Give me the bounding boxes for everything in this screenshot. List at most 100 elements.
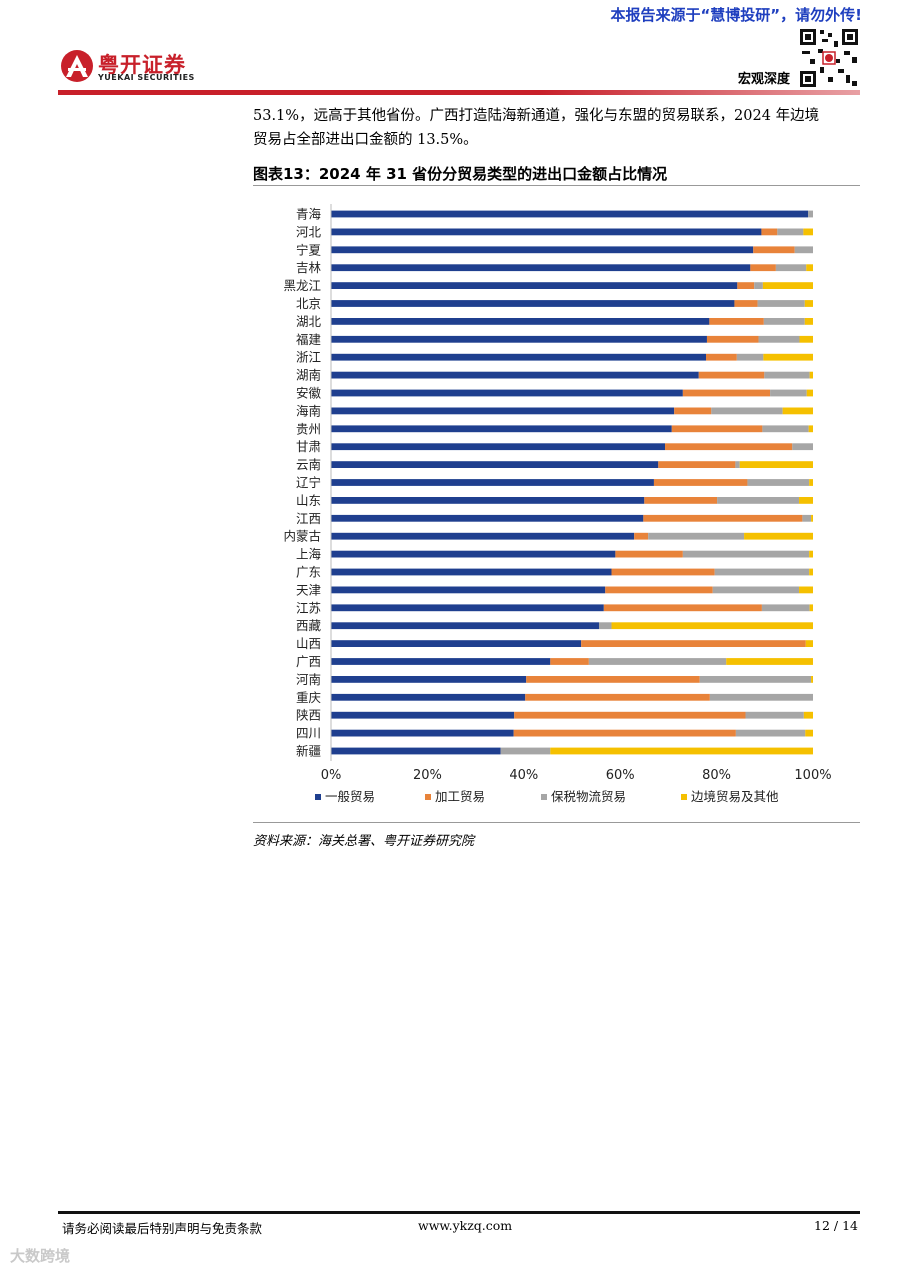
category-label: 青海 (296, 207, 322, 222)
bar-segment (805, 640, 813, 647)
category-label: 陕西 (296, 708, 321, 723)
bar-segment (712, 586, 800, 594)
bar-segment (331, 747, 501, 755)
legend-label: 保税物流贸易 (551, 789, 626, 804)
bar-segment (331, 282, 738, 289)
bar-segment (331, 264, 751, 272)
x-tick-label: 0% (321, 768, 342, 783)
bar-segment (706, 335, 759, 343)
category-label: 北京 (296, 296, 321, 311)
bar-segment (803, 711, 813, 719)
bar-segment (643, 514, 803, 522)
category-label: 四川 (296, 726, 321, 741)
bar-segment (782, 407, 813, 415)
bar-segment (744, 532, 813, 540)
bar-segment (331, 676, 527, 683)
bar-segment (758, 335, 800, 343)
bar-segment (615, 550, 683, 558)
category-label: 内蒙古 (283, 529, 321, 544)
bar-segment (658, 461, 736, 468)
bar-segment (331, 389, 683, 397)
legend-swatch (315, 794, 321, 800)
bar-segment (605, 586, 713, 594)
bar-segment (754, 282, 763, 289)
bar-segment (705, 353, 737, 361)
bar-segment (809, 371, 813, 379)
x-tick-label: 60% (606, 768, 635, 783)
bar-segment (750, 264, 776, 272)
bar-segment (802, 514, 812, 522)
bar-segment (331, 353, 706, 361)
legend-label: 一般贸易 (325, 789, 375, 804)
bar-segment (331, 693, 526, 701)
figure-source: 资料来源：海关总署、粤开证券研究院 (253, 834, 475, 849)
category-label: 江苏 (296, 600, 321, 615)
legend-label: 加工贸易 (435, 789, 485, 804)
bar-segment (761, 604, 810, 612)
bar-segment (711, 407, 783, 415)
bar-segment (671, 425, 763, 433)
bar-segment (804, 300, 813, 307)
figure-top-rule (253, 185, 860, 186)
company-logo: 粤开证券 YUEKAI SECURITIES (60, 49, 240, 85)
category-label: 江西 (296, 511, 321, 526)
bar-segment (331, 640, 582, 647)
bar-segment (762, 425, 809, 433)
bar-segment (331, 658, 551, 665)
bar-segment (331, 497, 645, 504)
bar-segment (753, 246, 795, 254)
bar-segment (331, 586, 606, 594)
bar-segment (331, 318, 710, 325)
category-label: 上海 (296, 547, 322, 562)
category-label: 黑龙江 (283, 278, 321, 293)
bar-segment (331, 228, 762, 236)
bar-segment (513, 729, 736, 737)
legend-swatch (681, 794, 687, 800)
bar-segment (739, 461, 813, 468)
category-label: 甘肃 (296, 439, 321, 454)
bar-segment (806, 264, 813, 272)
bar-segment (550, 658, 589, 665)
bar-segment (526, 676, 700, 683)
category-label: 河南 (296, 672, 321, 687)
category-label: 辽宁 (296, 475, 321, 490)
legend-swatch (425, 794, 431, 800)
bar-segment (514, 711, 746, 719)
qr-code-icon (798, 27, 860, 89)
figure-title: 图表13：2024 年 31 省份分贸易类型的进出口金额占比情况 (253, 165, 668, 183)
bar-segment (331, 210, 809, 218)
bar-segment (331, 335, 707, 343)
bar-segment (331, 461, 659, 468)
category-label: 河北 (296, 224, 322, 239)
category-label: 浙江 (296, 350, 321, 365)
paragraph-line-2: 贸易占全部进出口金额的 13.5%。 (253, 132, 478, 148)
bar-segment (331, 300, 735, 307)
footer-disclaimer: 请务必阅读最后特别声明与免责条款 (62, 1221, 263, 1236)
bar-segment (500, 747, 551, 755)
x-tick-label: 100% (794, 768, 831, 783)
logo-text-cn: 粤开证券 (98, 53, 186, 77)
bar-segment (331, 407, 675, 415)
category-label: 福建 (296, 332, 322, 347)
bar-segment (331, 568, 612, 576)
category-label: 重庆 (296, 690, 322, 705)
bar-segment (736, 353, 764, 361)
bar-segment (653, 479, 748, 486)
bar-segment (808, 425, 813, 433)
category-label: 吉林 (296, 260, 322, 275)
category-label: 山东 (296, 493, 321, 508)
bar-segment (775, 264, 807, 272)
category-label: 天津 (296, 582, 321, 597)
category-label: 山西 (296, 636, 321, 651)
bar-segment (735, 461, 740, 468)
category-label: 广东 (296, 565, 321, 580)
bar-segment (525, 693, 710, 701)
bar-segment (699, 676, 812, 683)
bar-segment (809, 479, 813, 486)
footer-website[interactable]: www.ykzq.com (418, 1218, 513, 1233)
bar-segment (799, 497, 813, 504)
footer-rule (58, 1211, 860, 1214)
bar-segment (665, 443, 793, 451)
bar-segment (811, 676, 813, 683)
bar-segment (709, 318, 764, 325)
